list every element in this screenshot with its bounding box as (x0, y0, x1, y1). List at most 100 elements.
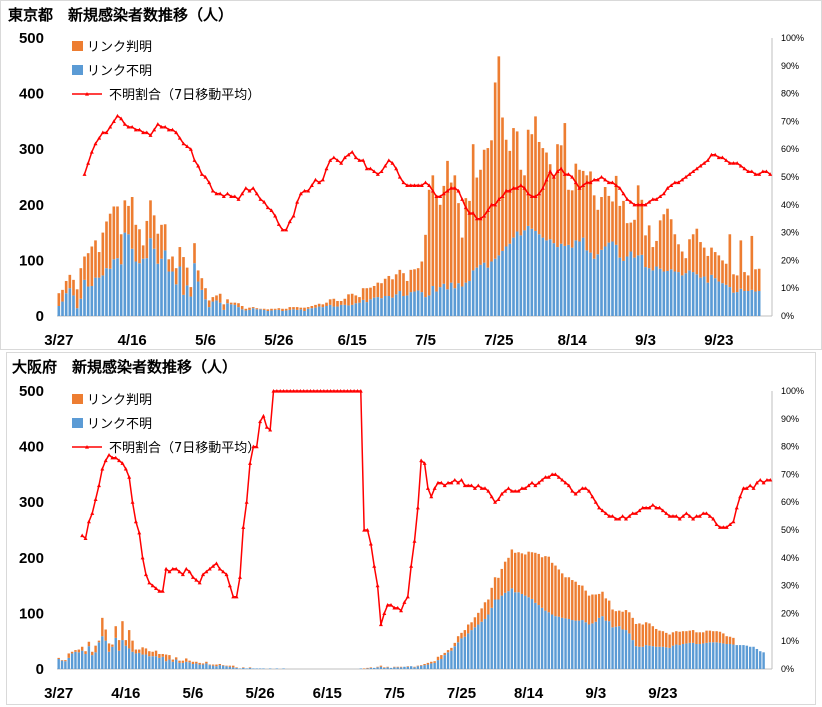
x-tick-label: 9/3 (585, 685, 606, 702)
bar-link-known (292, 307, 295, 310)
bar-link-known (97, 640, 101, 643)
ratio-marker (748, 483, 753, 488)
bar-link-known (596, 209, 600, 255)
ratio-marker (727, 161, 732, 165)
ratio-marker (704, 511, 709, 515)
bar-link-unknown (413, 667, 416, 669)
bar-link-unknown (581, 620, 584, 669)
bar-link-unknown (552, 243, 556, 316)
ratio-marker (155, 122, 160, 126)
ratio-marker (386, 158, 391, 162)
bar-link-known (117, 640, 121, 651)
bar-link-unknown (695, 274, 699, 316)
bar-link-known (402, 273, 405, 296)
legend-swatch-link-unknown (72, 418, 83, 428)
ratio-marker (427, 183, 432, 187)
bar-link-known (151, 651, 154, 657)
ratio-marker (536, 480, 541, 485)
bar-link-known (654, 628, 658, 647)
ratio-marker (597, 505, 602, 510)
bar-link-known (383, 667, 386, 668)
bar-link-known (493, 82, 497, 259)
ratio-marker (184, 566, 189, 571)
ratio-marker (551, 175, 556, 179)
ratio-marker (749, 169, 754, 174)
ratio-marker (661, 191, 666, 196)
ratio-marker (80, 533, 85, 538)
ratio-marker (600, 508, 605, 513)
bar-link-known (571, 580, 574, 621)
bar-link-known (578, 169, 581, 242)
bar-link-unknown (530, 598, 534, 669)
bar-link-known (651, 247, 655, 271)
ratio-marker (617, 516, 622, 521)
y2-tick-label: 90% (781, 61, 799, 71)
bar-link-known (90, 246, 94, 286)
ratio-marker (460, 197, 465, 201)
bar-link-unknown (391, 297, 394, 316)
x-tick-label: 5/26 (264, 332, 293, 349)
bar-link-known (695, 632, 698, 644)
bar-link-unknown (171, 661, 175, 669)
bar-link-unknown (124, 645, 128, 669)
bar-link-known (325, 302, 328, 306)
ratio-marker (339, 161, 344, 165)
bar-link-known (691, 234, 695, 273)
ratio-marker (559, 166, 564, 171)
bar-link-unknown (358, 302, 361, 316)
bar-link-unknown (149, 238, 152, 316)
ratio-marker (489, 202, 494, 207)
bar-link-known (710, 247, 713, 275)
ratio-marker (476, 483, 481, 488)
bar-link-unknown (77, 652, 81, 669)
bar-link-known (634, 623, 638, 647)
ratio-marker (196, 163, 201, 168)
ratio-marker (680, 177, 685, 182)
bar-link-known (453, 642, 456, 647)
bar-link-unknown (188, 662, 191, 669)
bar-link-known (482, 149, 486, 263)
x-tick-label: 5/6 (183, 685, 204, 702)
bar-link-known (148, 651, 151, 657)
bar-link-known (712, 631, 715, 643)
ratio-marker (401, 180, 406, 185)
bar-link-known (600, 197, 603, 250)
bar-link-unknown (237, 307, 240, 316)
bar-link-unknown (717, 281, 721, 316)
ratio-marker (378, 622, 383, 627)
bar-link-unknown (594, 621, 597, 669)
ratio-marker (197, 580, 202, 585)
y2-tick-label: 50% (781, 525, 799, 535)
bar-link-known (754, 269, 757, 292)
bar-link-known (379, 665, 383, 667)
ratio-marker (385, 603, 390, 607)
bar-link-unknown (233, 304, 237, 316)
bar-link-unknown (698, 643, 702, 669)
bar-link-unknown (721, 283, 724, 316)
bar-link-known (493, 577, 497, 600)
bar-link-unknown (185, 285, 189, 316)
ratio-marker (463, 205, 468, 210)
bar-link-known (70, 651, 74, 654)
bar-link-unknown (636, 255, 640, 316)
ratio-marker (287, 219, 292, 224)
bar-link-unknown (238, 668, 242, 669)
bar-link-unknown (745, 645, 749, 669)
bar-link-unknown (537, 234, 541, 316)
ratio-marker (456, 480, 461, 485)
ratio-marker (599, 175, 604, 179)
bar-link-unknown (688, 270, 691, 316)
bar-link-known (237, 303, 240, 308)
ratio-marker (331, 389, 336, 393)
bar-link-unknown (379, 666, 383, 669)
bar-link-unknown (581, 237, 585, 316)
bar-link-known (211, 297, 215, 302)
bar-link-known (182, 257, 185, 295)
bar-link-known (644, 235, 647, 268)
bar-link-known (463, 630, 467, 637)
bar-link-known (604, 598, 608, 621)
bar-link-unknown (201, 664, 205, 669)
ratio-marker (199, 172, 204, 176)
bar-link-known (519, 169, 523, 236)
legend-swatch-ratio-marker (85, 92, 89, 96)
